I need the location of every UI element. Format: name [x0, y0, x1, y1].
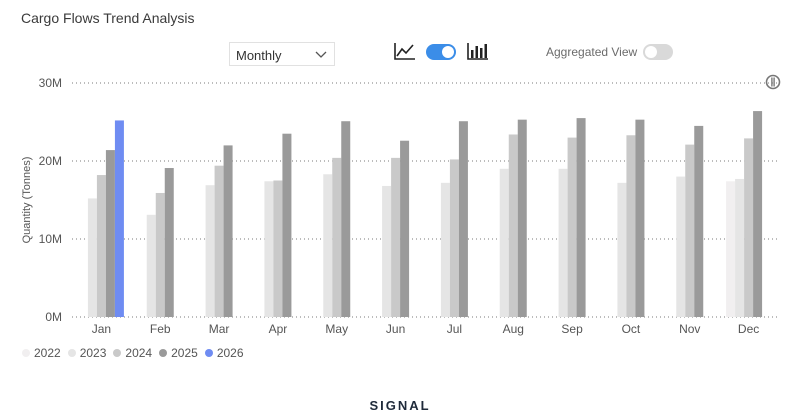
legend-dot — [204, 349, 213, 357]
y-tick-label: 20M — [39, 154, 62, 168]
bar-2023-apr — [264, 181, 274, 317]
brand-logo: SIGNAL — [369, 398, 431, 413]
x-tick-label: Jul — [447, 322, 462, 336]
legend-item-2024[interactable]: 2024 — [113, 346, 152, 360]
x-tick-label: Oct — [622, 322, 641, 336]
bar-2023-dec — [735, 178, 745, 317]
bar-2024-sep — [567, 137, 577, 317]
bar-2026-jan — [114, 120, 124, 317]
y-axis-label: Quantity (Tonnes) — [21, 157, 33, 244]
bar-2025-feb — [164, 168, 174, 317]
legend-item-2026[interactable]: 2026 — [204, 346, 244, 360]
x-tick-label: Aug — [503, 322, 524, 336]
legend-label: 2024 — [125, 346, 153, 360]
x-tick-label: Apr — [269, 322, 288, 336]
bar-2023-jun — [382, 185, 392, 317]
bar-2024-jan — [96, 175, 106, 317]
bar-2024-mar — [214, 165, 224, 317]
bar-2025-jul — [458, 121, 468, 317]
x-tick-label: Jun — [386, 322, 405, 336]
bar-2025-apr — [282, 133, 292, 317]
bar-2023-oct — [617, 182, 627, 317]
x-tick-label: Nov — [679, 322, 700, 336]
chart-title: Cargo Flows Trend Analysis — [21, 10, 195, 26]
bar-2023-jan — [87, 198, 97, 317]
bar-2023-jul — [440, 182, 450, 317]
legend-dot — [113, 349, 122, 357]
aggregated-view-toggle[interactable] — [643, 44, 673, 60]
bar-2024-feb — [155, 192, 165, 317]
period-select[interactable]: Monthly — [229, 42, 335, 66]
bar-2025-may — [341, 121, 351, 317]
bar-2025-sep — [576, 118, 586, 317]
legend-item-2022[interactable]: 2022 — [22, 346, 61, 360]
bar-2022-dec — [726, 181, 736, 317]
bar-2024-nov — [685, 144, 695, 317]
legend-dot — [159, 349, 168, 357]
bar-2024-oct — [626, 135, 636, 317]
legend-dot — [22, 349, 30, 357]
x-tick-label: Mar — [209, 322, 230, 336]
bar-2023-sep — [558, 168, 568, 317]
y-tick-label: 10M — [39, 232, 62, 246]
bar-2023-nov — [676, 176, 686, 317]
bar-2025-jan — [105, 150, 115, 317]
bar-2025-dec — [753, 111, 763, 317]
bar-2024-jun — [391, 157, 401, 317]
bar-2023-mar — [205, 185, 215, 317]
period-select-value: Monthly — [236, 48, 282, 63]
bar-2024-apr — [273, 180, 283, 317]
bar-2025-jun — [400, 140, 410, 317]
legend-label: 2023 — [79, 346, 107, 360]
info-icon[interactable] — [765, 74, 781, 90]
legend-item-2023[interactable]: 2023 — [67, 346, 107, 360]
bar-2024-dec — [744, 138, 754, 317]
y-tick-label: 30M — [39, 76, 62, 90]
x-tick-label: Feb — [150, 322, 171, 336]
x-tick-label: May — [325, 322, 348, 336]
bar-2025-mar — [223, 145, 233, 317]
x-tick-label: Dec — [738, 322, 759, 336]
legend-label: 2025 — [171, 346, 198, 360]
bar-2024-may — [332, 157, 342, 317]
y-tick-label: 0M — [45, 310, 62, 324]
chart-legend: 2022 2023 2024 2025 2026 — [22, 346, 251, 360]
bar-2023-may — [323, 174, 333, 317]
bar-2024-aug — [508, 134, 518, 317]
x-tick-label: Jan — [92, 322, 111, 336]
bar-2025-oct — [635, 119, 645, 317]
x-tick-label: Sep — [561, 322, 583, 336]
bar-2023-feb — [146, 214, 156, 317]
chart-type-toggle[interactable] — [426, 44, 456, 60]
bar-chart-icon[interactable] — [466, 41, 490, 61]
chevron-down-icon — [315, 51, 327, 58]
bar-2023-aug — [499, 168, 509, 317]
line-chart-icon[interactable] — [393, 41, 417, 61]
bar-2025-nov — [694, 125, 704, 318]
legend-item-2025[interactable]: 2025 — [159, 346, 198, 360]
legend-dot — [67, 349, 76, 357]
aggregated-view-label: Aggregated View — [546, 45, 638, 59]
bar-2025-aug — [517, 119, 527, 317]
bar-2024-jul — [449, 159, 459, 317]
legend-label: 2026 — [216, 346, 244, 360]
legend-label: 2022 — [34, 346, 61, 360]
